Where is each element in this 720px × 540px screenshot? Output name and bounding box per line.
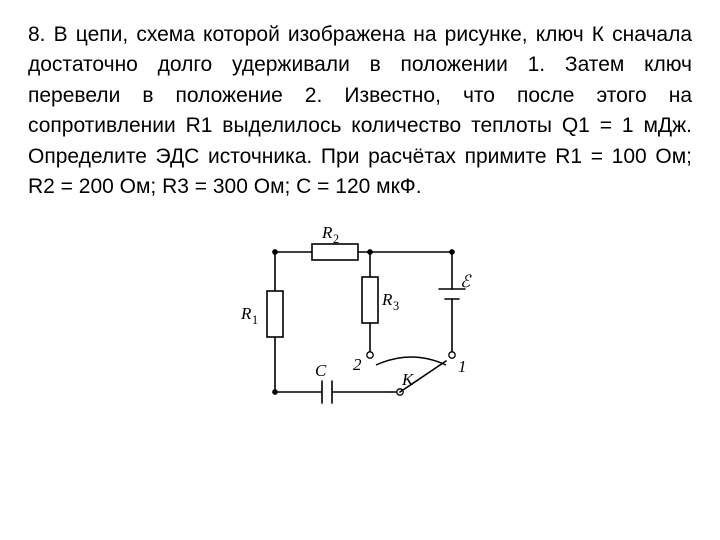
problem-number: 8. <box>28 23 46 46</box>
svg-text:ℰ: ℰ <box>460 272 472 291</box>
problem-text: 8. В цепи, схема которой изображена на р… <box>28 20 692 203</box>
svg-text:R: R <box>240 304 252 323</box>
svg-text:2: 2 <box>333 232 339 246</box>
svg-text:1: 1 <box>458 357 467 376</box>
problem-body: В цепи, схема которой изображена на рису… <box>28 23 692 198</box>
svg-text:K: K <box>401 370 415 389</box>
svg-text:3: 3 <box>393 299 399 313</box>
circuit-svg: R2R1CR32ℰ1K <box>230 217 490 417</box>
svg-text:1: 1 <box>252 313 258 327</box>
svg-text:2: 2 <box>353 355 362 374</box>
svg-text:C: C <box>315 361 327 380</box>
circuit-figure: R2R1CR32ℰ1K <box>28 217 692 417</box>
svg-text:R: R <box>381 290 393 309</box>
svg-text:R: R <box>321 223 333 242</box>
